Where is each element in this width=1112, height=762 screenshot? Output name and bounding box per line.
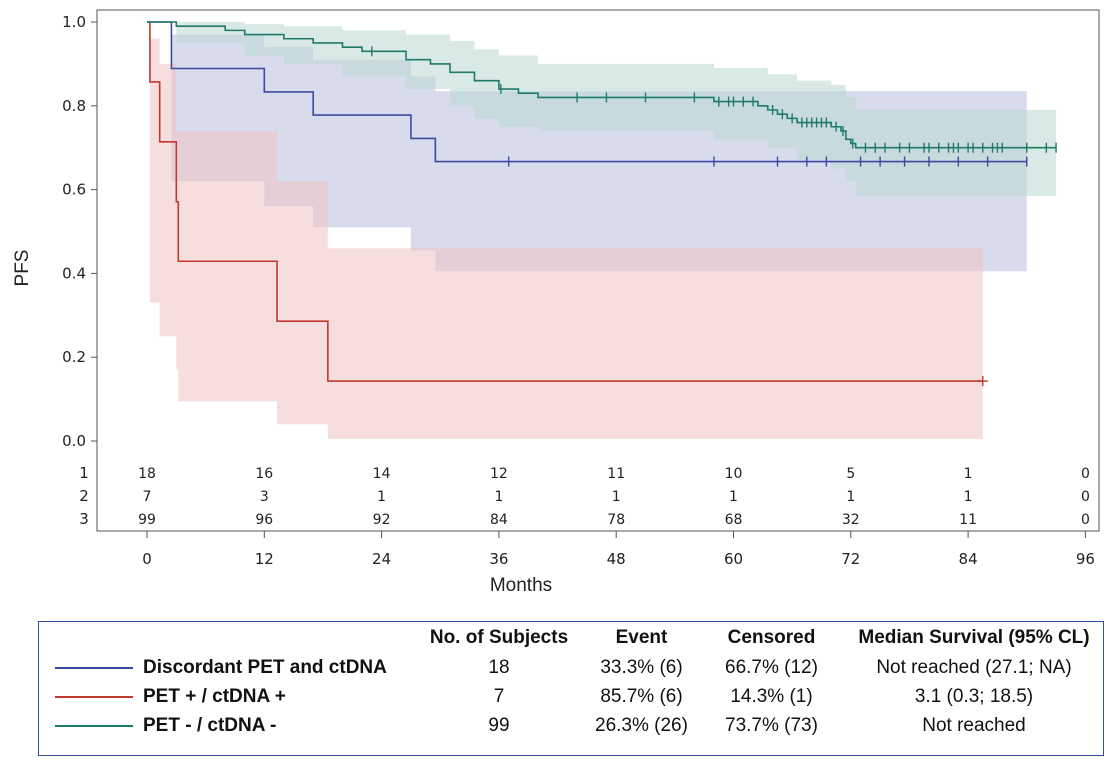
risk-count: 1 (612, 489, 621, 505)
header-subjects: No. of Subjects (429, 627, 569, 648)
legend-censored: 66.7% (12) (725, 657, 818, 678)
x-tick-label: 84 (959, 550, 978, 568)
legend-swatch (55, 696, 133, 698)
survival-line-series-0 (147, 21, 1027, 163)
x-tick-label: 12 (255, 550, 274, 568)
legend-censored: 14.3% (1) (730, 686, 813, 707)
legend-subjects: 99 (488, 715, 510, 736)
legend-swatch (55, 725, 133, 727)
legend-event: 85.7% (6) (600, 686, 683, 707)
legend-group-name: PET + / ctDNA + (143, 686, 286, 707)
risk-count: 11 (959, 512, 977, 528)
censor-marks (371, 46, 1057, 387)
legend-group-name: Discordant PET and ctDNA (143, 657, 387, 678)
risk-count: 32 (842, 512, 860, 528)
x-tick-label: 24 (372, 550, 391, 568)
km-chart: 0.00.20.40.60.81.0 0 12 24 36 48 60 72 84 96 1 18… (12, 9, 1100, 596)
risk-count: 68 (725, 512, 743, 528)
header-median: Median Survival (95% CL) (858, 627, 1090, 648)
risk-count: 5 (846, 466, 855, 482)
plot-frame (96, 9, 1100, 532)
risk-count: 18 (138, 466, 156, 482)
legend-table: No. of Subjects Event Censored Median Su… (38, 621, 1104, 756)
risk-count: 99 (138, 512, 156, 528)
legend-row-discordant: Discordant PET and ctDNA 18 33.3% (6) 66… (39, 654, 1103, 682)
risk-count: 14 (373, 466, 391, 482)
risk-count: 84 (490, 512, 508, 528)
risk-count: 7 (143, 489, 152, 505)
legend-subjects: 7 (493, 686, 505, 707)
risk-count: 1 (846, 489, 855, 505)
y-tick-label: 0.8 (62, 97, 86, 115)
risk-count: 96 (255, 512, 273, 528)
risk-row-label: 3 (79, 510, 89, 528)
legend-censored: 73.7% (73) (725, 715, 818, 736)
x-tick-label: 48 (607, 550, 626, 568)
risk-count: 1 (377, 489, 386, 505)
x-axis: 0 12 24 36 48 60 72 84 96 (142, 531, 1095, 568)
risk-row-label: 2 (79, 487, 89, 505)
x-tick-label: 60 (724, 550, 743, 568)
risk-row-label: 1 (79, 464, 89, 482)
x-tick-label: 72 (841, 550, 860, 568)
survival-line-series-1 (147, 21, 983, 382)
risk-count: 0 (1081, 466, 1090, 482)
risk-table: 1 18 16 14 12 11 10 5 1 02 7 3 1 1 1 1 1 1 03 99 96 92 84 78 68 3… (79, 464, 1090, 528)
ci-band-series-2 (147, 22, 1057, 196)
legend-event: 33.3% (6) (600, 657, 683, 678)
y-axis: 0.0 0.2 0.4 0.6 0.8 1.0 (62, 13, 97, 450)
risk-count: 11 (607, 466, 625, 482)
legend-header-row: No. of Subjects Event Censored Median Su… (39, 624, 1103, 652)
risk-count: 78 (607, 512, 625, 528)
ci-bands (147, 22, 1057, 439)
x-tick-label: 36 (489, 550, 508, 568)
header-event: Event (615, 627, 668, 648)
y-tick-label: 0.4 (62, 264, 86, 282)
risk-count: 92 (373, 512, 391, 528)
y-tick-label: 0.2 (62, 348, 86, 366)
y-tick-label: 0.0 (62, 432, 86, 450)
x-tick-label: 96 (1076, 550, 1095, 568)
ci-band-series-0 (147, 22, 1027, 272)
risk-count: 1 (729, 489, 738, 505)
legend-subjects: 18 (488, 657, 510, 678)
legend-group-name: PET - / ctDNA - (143, 715, 277, 736)
risk-count: 12 (490, 466, 508, 482)
legend-event: 26.3% (26) (595, 715, 688, 736)
risk-count: 16 (255, 466, 273, 482)
legend-median: 3.1 (0.3; 18.5) (914, 686, 1034, 707)
risk-count: 10 (725, 466, 743, 482)
legend-row-pet-neg: PET - / ctDNA - 99 26.3% (26) 73.7% (73)… (39, 712, 1103, 740)
y-tick-label: 0.6 (62, 181, 86, 199)
risk-count: 3 (260, 489, 269, 505)
y-axis-title: PFS (12, 250, 33, 287)
legend-row-pet-pos: PET + / ctDNA + 7 85.7% (6) 14.3% (1) 3.… (39, 683, 1103, 711)
x-axis-title: Months (490, 575, 552, 596)
risk-count: 0 (1081, 489, 1090, 505)
x-tick-label: 0 (142, 550, 152, 568)
risk-count: 1 (494, 489, 503, 505)
y-tick-label: 1.0 (62, 13, 86, 31)
legend-swatch (55, 667, 133, 669)
risk-count: 0 (1081, 512, 1090, 528)
legend-median: Not reached (27.1; NA) (876, 657, 1072, 678)
legend-median: Not reached (922, 715, 1026, 736)
header-censored: Censored (727, 627, 816, 648)
risk-count: 1 (964, 466, 973, 482)
risk-count: 1 (964, 489, 973, 505)
ci-band-series-1 (147, 22, 983, 439)
